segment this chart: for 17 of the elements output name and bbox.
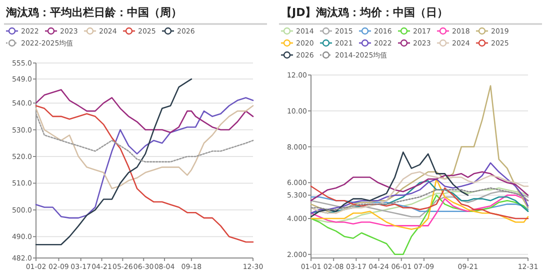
line-series <box>35 89 254 134</box>
chart-title: 【JD】淘汰鸡：均价：中国（日） <box>281 6 448 19</box>
line-series <box>310 194 529 256</box>
line-series <box>35 105 254 243</box>
line-series <box>35 78 192 246</box>
line-series <box>310 162 529 214</box>
line-series <box>310 194 529 226</box>
line-series <box>35 113 254 162</box>
line-series <box>35 105 254 190</box>
line-series <box>310 151 469 218</box>
line-series <box>310 171 529 214</box>
line-series <box>310 171 529 202</box>
chart-title: 淘汰鸡：平均出栏日龄：中国（周） <box>5 6 182 19</box>
line-series <box>310 85 529 214</box>
line-series <box>310 178 529 230</box>
line-series <box>35 97 254 219</box>
line-series <box>310 190 529 218</box>
